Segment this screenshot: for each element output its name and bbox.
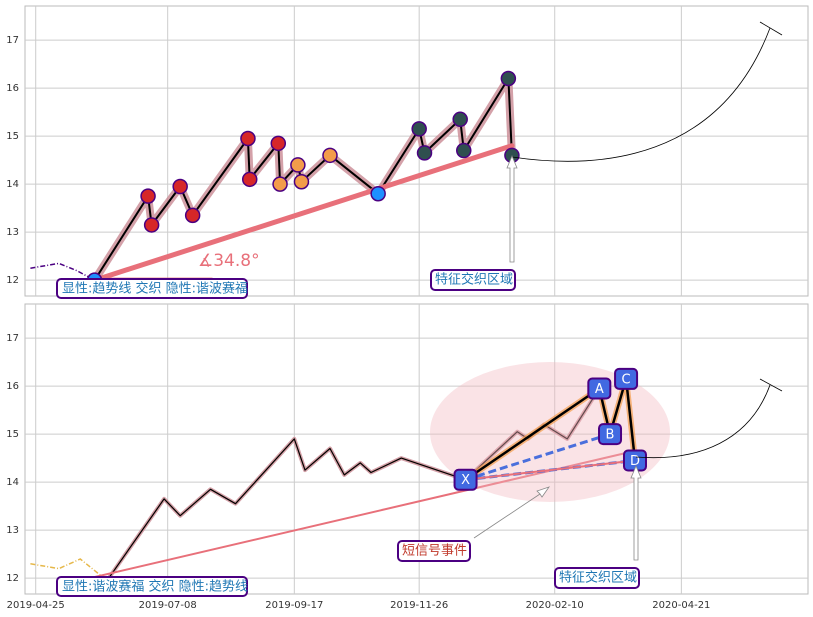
y-tick-label: 16 xyxy=(6,83,19,94)
panel-frame xyxy=(24,5,809,297)
pivot-marker xyxy=(416,145,433,161)
pivot-marker xyxy=(140,188,156,204)
y-tick-label: 13 xyxy=(6,525,19,536)
y-tick-label: 17 xyxy=(6,333,19,344)
projection-curve xyxy=(511,27,771,162)
y-tick-label: 16 xyxy=(6,381,19,392)
pivot-marker xyxy=(456,142,472,159)
annotation-box xyxy=(397,540,471,562)
pivot-marker xyxy=(411,121,427,137)
y-tick-label: 12 xyxy=(6,275,19,286)
annotation-box xyxy=(56,576,248,597)
pattern-dashed xyxy=(465,432,611,482)
x-tick-label: 2019-04-25 xyxy=(7,600,65,611)
pivot-marker xyxy=(184,207,201,224)
curve-tick xyxy=(759,378,783,392)
annotation-box xyxy=(56,278,248,299)
y-tick-label: 14 xyxy=(6,179,19,190)
x-tick-label: 2020-02-10 xyxy=(526,600,584,611)
annotation: 显性:谐波赛福 交织 隐性:趋势线 xyxy=(62,579,248,595)
trend-line xyxy=(92,143,515,283)
arrow xyxy=(506,154,518,263)
annotation: 特征交织区域 xyxy=(435,272,513,288)
pivot-marker xyxy=(143,217,160,233)
annotation-box xyxy=(430,269,516,291)
annotation-box xyxy=(554,567,640,589)
pattern-leg xyxy=(464,387,601,481)
y-tick-label: 15 xyxy=(6,429,19,440)
curve-tick xyxy=(759,21,783,36)
annotation: 显性:趋势线 交织 隐性:谐波赛福 xyxy=(62,281,248,297)
x-tick-label: 2019-09-17 xyxy=(265,600,323,611)
arrow xyxy=(473,486,551,539)
pivot-marker xyxy=(290,157,306,173)
pattern-label: X xyxy=(461,473,470,488)
pattern-point xyxy=(598,423,623,446)
x-tick-label: 2019-07-08 xyxy=(139,600,197,611)
arrow xyxy=(630,464,642,561)
annotation: 特征交织区域 xyxy=(559,570,637,586)
y-tick-label: 13 xyxy=(6,227,19,238)
pivot-marker xyxy=(293,173,310,190)
pattern-label: B xyxy=(606,428,615,443)
pivot-marker xyxy=(452,111,468,128)
pivot-marker xyxy=(272,176,288,192)
trend-line xyxy=(57,449,636,587)
x-tick-label: 2020-04-21 xyxy=(652,600,710,611)
x-tick-label: 2019-11-26 xyxy=(390,600,448,611)
pattern-label: C xyxy=(622,372,631,387)
pattern-label: A xyxy=(595,382,604,397)
annotation: 短信号事件 xyxy=(402,544,467,559)
pattern-leg xyxy=(465,459,636,481)
pivot-marker xyxy=(270,135,287,152)
pattern-point xyxy=(614,367,639,390)
y-tick-label: 17 xyxy=(6,35,19,46)
pattern-leg xyxy=(624,378,637,461)
pivot-marker xyxy=(241,171,258,188)
pivot-marker xyxy=(172,178,188,195)
y-tick-label: 14 xyxy=(6,477,19,488)
y-tick-label: 15 xyxy=(6,131,19,142)
projection-curve xyxy=(635,384,771,459)
y-tick-label: 12 xyxy=(6,573,19,584)
pivot-marker xyxy=(370,185,386,202)
pivot-marker xyxy=(240,130,256,147)
pivot-marker xyxy=(322,147,338,164)
pattern-point xyxy=(587,377,612,400)
pattern-label: D xyxy=(630,454,640,469)
pivot-marker xyxy=(500,70,517,87)
angle-label: ∡34.8° xyxy=(198,251,260,271)
pattern-point xyxy=(453,468,478,491)
